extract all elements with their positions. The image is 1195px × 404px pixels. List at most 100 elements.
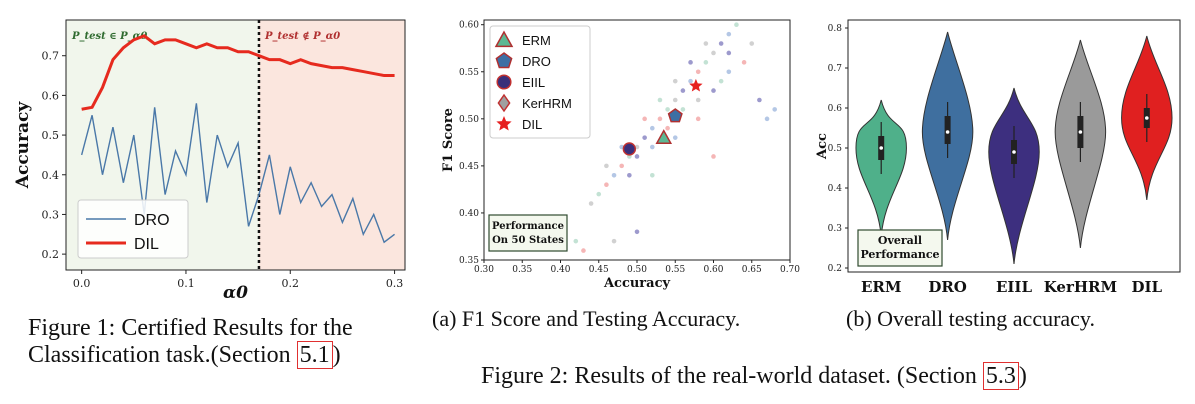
- x-tick-label: 0.50: [627, 265, 647, 275]
- scatter-point: [718, 78, 724, 84]
- scatter-point: [588, 201, 594, 206]
- y-axis-label: F1 Score: [441, 108, 456, 172]
- scatter-point: [726, 50, 732, 56]
- median-dot-eiil: [1012, 150, 1016, 154]
- legend-marker-dil: [496, 116, 512, 131]
- marker-dil: [689, 78, 703, 92]
- figure1-caption: Figure 1: Certified Results for the Clas…: [28, 315, 353, 369]
- figure2a-caption: (a) F1 Score and Testing Accuracy.: [432, 306, 741, 331]
- annotation-box: [857, 229, 943, 267]
- scatter-point: [581, 248, 586, 253]
- scatter-point: [657, 116, 663, 122]
- figure2b-caption: (b) Overall testing accuracy.: [846, 306, 1096, 331]
- legend-label-dro: DRO: [134, 212, 170, 229]
- scatter-point: [757, 97, 762, 103]
- y-tick-label: 0.50: [459, 115, 479, 125]
- annotation-text: Performance: [492, 221, 564, 232]
- y-tick-label: 0.2: [828, 264, 842, 274]
- annotation-text: Overall: [878, 234, 922, 247]
- x-axis-label: α0: [223, 283, 248, 303]
- figure2-caption: Figure 2: Results of the real-world data…: [481, 362, 1027, 390]
- scatter-point: [611, 238, 617, 244]
- annotation-text: On 50 States: [492, 235, 564, 246]
- y-tick-label: 0.8: [828, 24, 843, 34]
- x-tick-label: 0.70: [780, 265, 800, 275]
- scatter-point: [680, 88, 686, 93]
- scatter-point: [680, 107, 686, 112]
- scatter-point: [734, 22, 739, 28]
- scatter-point: [695, 69, 701, 75]
- y-tick-label: 0.40: [459, 209, 479, 219]
- y-tick-label: 0.5: [42, 129, 60, 142]
- scatter-point: [703, 60, 709, 65]
- scatter-point: [726, 31, 732, 37]
- region-right-label: P_test ∉ P_α0: [264, 31, 340, 42]
- scatter-point: [711, 154, 716, 159]
- scatter-point: [657, 97, 663, 103]
- legend-box: [77, 199, 189, 259]
- legend-marker-dro: [495, 52, 513, 69]
- y-tick-label: 0.3: [42, 208, 60, 221]
- marker-dro: [667, 108, 683, 123]
- x-tick-label: 0.0: [73, 277, 91, 290]
- annotation-box: [488, 214, 568, 252]
- figure1-caption-line2: Classification task.(Section: [28, 342, 297, 368]
- series-line-dil: [81, 34, 395, 111]
- scatter-point: [634, 154, 640, 159]
- plot-frame: [65, 19, 406, 271]
- figure1-caption-end: ): [332, 342, 341, 368]
- figure2-caption-end: ): [1018, 363, 1027, 389]
- y-tick-label: 0.55: [459, 68, 479, 78]
- scatter-point: [619, 163, 624, 169]
- category-label-dro: DRO: [928, 278, 967, 296]
- legend-marker-eiil: [496, 74, 512, 90]
- y-tick-label: 0.4: [828, 184, 843, 194]
- scatter-point: [672, 97, 678, 103]
- scatter-point: [650, 172, 655, 178]
- scatter-point: [688, 60, 693, 65]
- scatter-point: [650, 125, 655, 131]
- scatter-point: [695, 116, 701, 122]
- x-tick-label: 0.40: [550, 265, 570, 275]
- legend-box: [489, 25, 591, 139]
- scatter-point: [703, 41, 709, 46]
- y-tick-label: 0.3: [828, 224, 843, 234]
- scatter-point: [726, 69, 732, 75]
- scatter-point: [672, 78, 678, 84]
- scatter-point: [741, 60, 747, 65]
- x-tick-label: 0.65: [742, 265, 762, 275]
- scatter-point: [642, 135, 647, 140]
- x-tick-label: 0.3: [386, 277, 404, 290]
- scatter-point: [665, 125, 670, 131]
- scatter-point: [596, 191, 602, 197]
- x-tick-label: 0.35: [512, 265, 532, 275]
- scatter-point: [764, 116, 770, 122]
- scatter-point: [642, 116, 647, 122]
- y-tick-label: 0.2: [42, 248, 60, 261]
- figure1-section-link[interactable]: 5.1: [296, 341, 333, 369]
- y-axis-label: Accuracy: [13, 101, 33, 190]
- y-tick-label: 0.6: [828, 104, 843, 114]
- legend-label-kerhrm: KerHRM: [522, 96, 572, 111]
- median-dot-erm: [879, 146, 883, 150]
- scatter-point: [604, 182, 609, 188]
- y-tick-label: 0.45: [459, 162, 479, 172]
- scatter-point: [718, 41, 724, 46]
- legend-label-dro: DRO: [522, 54, 551, 69]
- y-tick-label: 0.35: [459, 256, 479, 266]
- region-left-label: P_test ∈ P_α0: [71, 31, 147, 42]
- marker-eiil: [622, 142, 637, 156]
- x-tick-label: 0.60: [703, 265, 723, 275]
- scatter-point: [634, 229, 640, 235]
- y-axis-label: Acc: [815, 133, 830, 160]
- scatter-point: [604, 163, 609, 169]
- scatter-point: [627, 172, 632, 178]
- legend-label-dil: DIL: [134, 236, 159, 253]
- scatter-point: [695, 97, 701, 103]
- scatter-point: [573, 238, 579, 244]
- scatter-point: [749, 41, 755, 46]
- figure2-section-link[interactable]: 5.3: [982, 362, 1019, 390]
- scatter-point: [611, 172, 617, 178]
- x-tick-label: 0.45: [589, 265, 609, 275]
